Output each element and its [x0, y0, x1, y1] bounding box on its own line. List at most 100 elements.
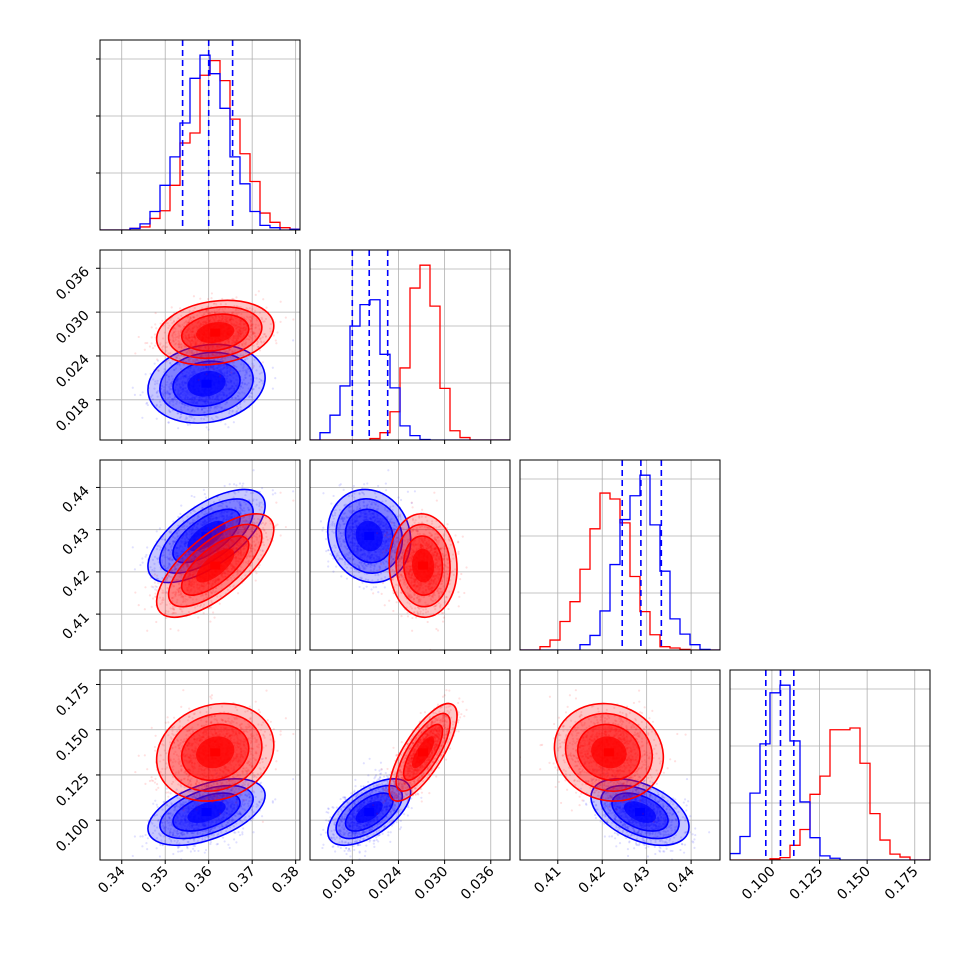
contour-line [326, 777, 412, 847]
y-tick-label: 0.030 [53, 308, 93, 348]
contour-line [167, 712, 263, 792]
contour-line [344, 792, 394, 832]
panel-2-1 [309, 459, 511, 654]
y-tick-label: 0.42 [59, 567, 92, 600]
x-tick-label: 0.37 [226, 864, 259, 897]
histogram-series-0 [730, 684, 930, 860]
y-tick-label: 0.018 [53, 395, 93, 435]
contour-line [344, 508, 394, 564]
contour-line [402, 535, 444, 596]
contour-line [564, 712, 654, 792]
density-peak [364, 808, 375, 817]
y-tick-label: 0.150 [53, 725, 93, 765]
density-peak [418, 561, 429, 570]
x-tick-label: 0.35 [139, 864, 172, 897]
x-tick-label: 0.030 [412, 864, 452, 904]
histogram-series-1 [100, 59, 300, 230]
density-peak [210, 561, 221, 570]
contour-line [600, 784, 680, 840]
contour-line [147, 777, 266, 847]
x-tick-label: 0.43 [620, 864, 653, 897]
x-tick-label: 0.125 [787, 864, 827, 904]
x-tick-label: 0.42 [576, 864, 609, 897]
panel-frame [309, 249, 511, 441]
density-peak [210, 748, 221, 757]
histogram-series-0 [100, 54, 300, 230]
panel-2-0: 0.41 0.42 0.43 0.44 [59, 459, 301, 654]
contour-line [172, 360, 241, 408]
x-tick-label: 0.018 [319, 864, 359, 904]
contour-line [180, 535, 250, 596]
panel-frame [99, 249, 301, 441]
contour-line [611, 792, 669, 832]
x-tick-label: 0.036 [458, 863, 498, 903]
panel-frame [309, 459, 511, 651]
panel-2-2 [519, 459, 721, 654]
panel-3-1: 0.018 0.024 0.030 0.036 [309, 669, 511, 904]
contour-line [180, 723, 250, 781]
histogram-series-1 [730, 727, 930, 860]
contour-line [159, 351, 254, 416]
density-peak [418, 748, 429, 757]
panel-frame [99, 669, 301, 861]
density-peak [364, 532, 375, 540]
histogram-series-0 [310, 299, 510, 440]
y-tick-label: 0.100 [53, 816, 93, 856]
density-peak [201, 532, 212, 540]
contour-line [388, 513, 458, 619]
contour-line [167, 523, 263, 608]
density-peak [635, 808, 645, 817]
panel-0-0 [96, 39, 301, 234]
histogram-series-1 [520, 492, 720, 650]
histogram-series-0 [520, 474, 720, 650]
density-peak [201, 379, 212, 388]
panel-3-0: 0.100 0.125 0.150 0.175 0.34 0.35 0.36 0.37 0.38 [53, 669, 302, 897]
contour-line [155, 513, 275, 619]
panel-frame [519, 669, 721, 861]
x-tick-label: 0.150 [834, 864, 874, 904]
contour-line [326, 488, 412, 584]
x-tick-label: 0.100 [739, 864, 779, 904]
histogram-series-1 [310, 264, 510, 440]
panel-frame [99, 39, 301, 231]
contour-line [395, 712, 451, 792]
panel-frame [729, 669, 931, 861]
y-tick-label: 0.175 [53, 680, 93, 720]
x-tick-label: 0.175 [882, 864, 922, 904]
x-tick-label: 0.38 [269, 864, 302, 897]
density-peak [201, 808, 212, 817]
contour-line [159, 784, 254, 840]
y-tick-label: 0.43 [59, 525, 92, 558]
panel-3-3: 0.100 0.125 0.150 0.175 [729, 669, 931, 904]
x-tick-label: 0.44 [665, 863, 698, 896]
y-tick-label: 0.036 [53, 264, 93, 304]
y-tick-label: 0.44 [59, 483, 92, 516]
x-tick-label: 0.41 [531, 864, 564, 897]
y-tick-label: 0.41 [59, 610, 92, 643]
panel-frame [309, 669, 511, 861]
x-tick-label: 0.024 [366, 863, 406, 903]
panel-3-2: 0.41 0.42 0.43 0.44 [519, 669, 721, 897]
contour-line [335, 498, 404, 574]
panel-frame [99, 459, 301, 651]
contour-line [155, 702, 275, 802]
contour-line [155, 299, 275, 366]
panel-frame [519, 459, 721, 651]
x-tick-label: 0.34 [95, 863, 128, 896]
contour-line [172, 792, 241, 832]
contour-line [180, 313, 250, 352]
y-tick-label: 0.024 [53, 351, 93, 391]
contour-line [395, 523, 451, 608]
density-peak [603, 748, 614, 757]
density-peak [210, 328, 221, 337]
x-tick-label: 0.36 [182, 863, 215, 896]
contour-line [167, 306, 263, 360]
contour-line [553, 702, 665, 802]
panel-1-1 [309, 249, 511, 444]
contour-line [388, 702, 458, 802]
y-tick-label: 0.125 [53, 770, 93, 810]
contour-line [576, 723, 641, 781]
contour-line [402, 723, 444, 781]
